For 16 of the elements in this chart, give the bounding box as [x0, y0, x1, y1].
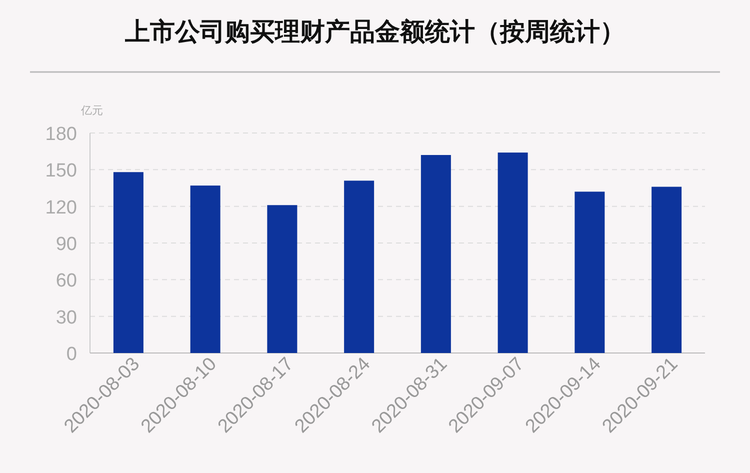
bar	[498, 152, 528, 353]
y-tick-label: 120	[45, 197, 77, 218]
y-tick-label: 90	[56, 234, 77, 255]
y-tick-label: 150	[45, 160, 77, 182]
y-axis-title: 亿元	[80, 105, 103, 117]
bar	[574, 192, 605, 353]
bar	[113, 172, 144, 353]
bar	[190, 186, 220, 353]
bar	[344, 180, 374, 353]
y-tick-label: 60	[56, 270, 77, 292]
y-tick-label: 180	[45, 124, 77, 145]
y-tick-label: 30	[56, 307, 77, 328]
chart-title: 上市公司购买理财产品金额统计（按周统计）	[124, 18, 625, 46]
bar	[267, 205, 298, 353]
bar	[420, 155, 451, 353]
bar	[652, 186, 682, 353]
